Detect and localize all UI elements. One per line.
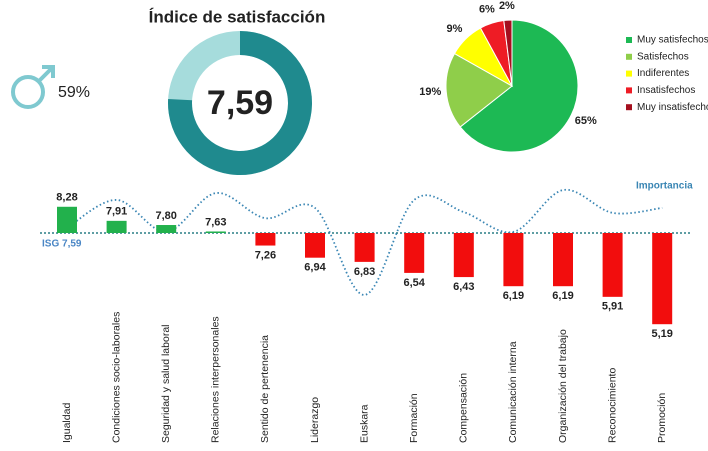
bar [156,225,177,233]
category-label: Igualdad [61,403,73,443]
pie-slice [445,52,513,128]
bar [106,220,127,233]
value-label: 5,91 [602,301,623,313]
value-label: 6,83 [354,266,375,278]
bar [652,233,673,325]
pie-slice [503,19,513,87]
bar [503,233,524,287]
category-label: Reconocimiento [606,368,618,443]
value-label: 7,63 [205,216,226,228]
category-label: Organización del trabajo [557,329,569,443]
value-label: 6,19 [552,290,573,302]
value-label: 6,43 [453,281,474,293]
pie-label: 9% [447,23,463,35]
category-label: Relaciones interpersonales [210,316,222,443]
category-label: Liderazgo [309,397,321,443]
pie-slice [459,19,579,153]
bar [553,233,573,287]
male-icon [11,65,55,109]
legend-swatch [626,104,632,111]
category-label: Sentido de pertenencia [259,335,271,443]
importance-label: Importancia [636,181,693,192]
value-label: 7,26 [255,249,276,261]
category-label: Formación [408,393,420,443]
bar [453,233,474,278]
baseline-label: ISG 7,59 [42,239,82,250]
legend-swatch [626,53,632,60]
importance-line [66,189,663,296]
bar [205,231,226,233]
pie-label: 65% [575,115,597,127]
male-share: 59% [58,84,90,101]
value-label: 6,94 [304,262,326,274]
value-label: 7,91 [106,206,127,218]
value-label: 6,19 [503,290,524,302]
legend-swatch [626,87,632,94]
donut-value: 7,59 [207,84,273,122]
bar [354,233,375,262]
category-label: Condiciones socio-laborales [110,312,122,443]
value-label: 5,19 [651,328,672,340]
legend-label: Muy insatisfechos [637,102,708,113]
category-label: Seguridad y salud laboral [160,325,172,444]
legend-label: Satisfechos [637,51,689,62]
value-label: 8,28 [56,192,77,204]
category-label: Compensación [458,373,470,443]
bar [602,233,623,297]
category-label: Euskara [358,404,370,443]
legend-label: Muy satisfechos [637,35,708,46]
pie-label: 2% [499,0,515,12]
donut-title: Índice de satisfacción [149,7,326,26]
bar [305,233,325,258]
category-label: Promoción [656,393,668,443]
legend-label: Insatisfechos [637,85,695,96]
bar [255,233,276,246]
value-label: 6,54 [403,277,425,289]
donut-arc [167,31,312,176]
legend-label: Indiferentes [637,68,689,79]
bar [57,206,77,233]
value-label: 7,80 [155,210,176,222]
pie-label: 6% [479,4,495,16]
pie-label: 19% [419,86,441,98]
legend-swatch [626,70,632,77]
category-label: Comunicación interna [507,341,519,443]
legend-swatch [626,37,632,43]
bar [404,233,425,273]
